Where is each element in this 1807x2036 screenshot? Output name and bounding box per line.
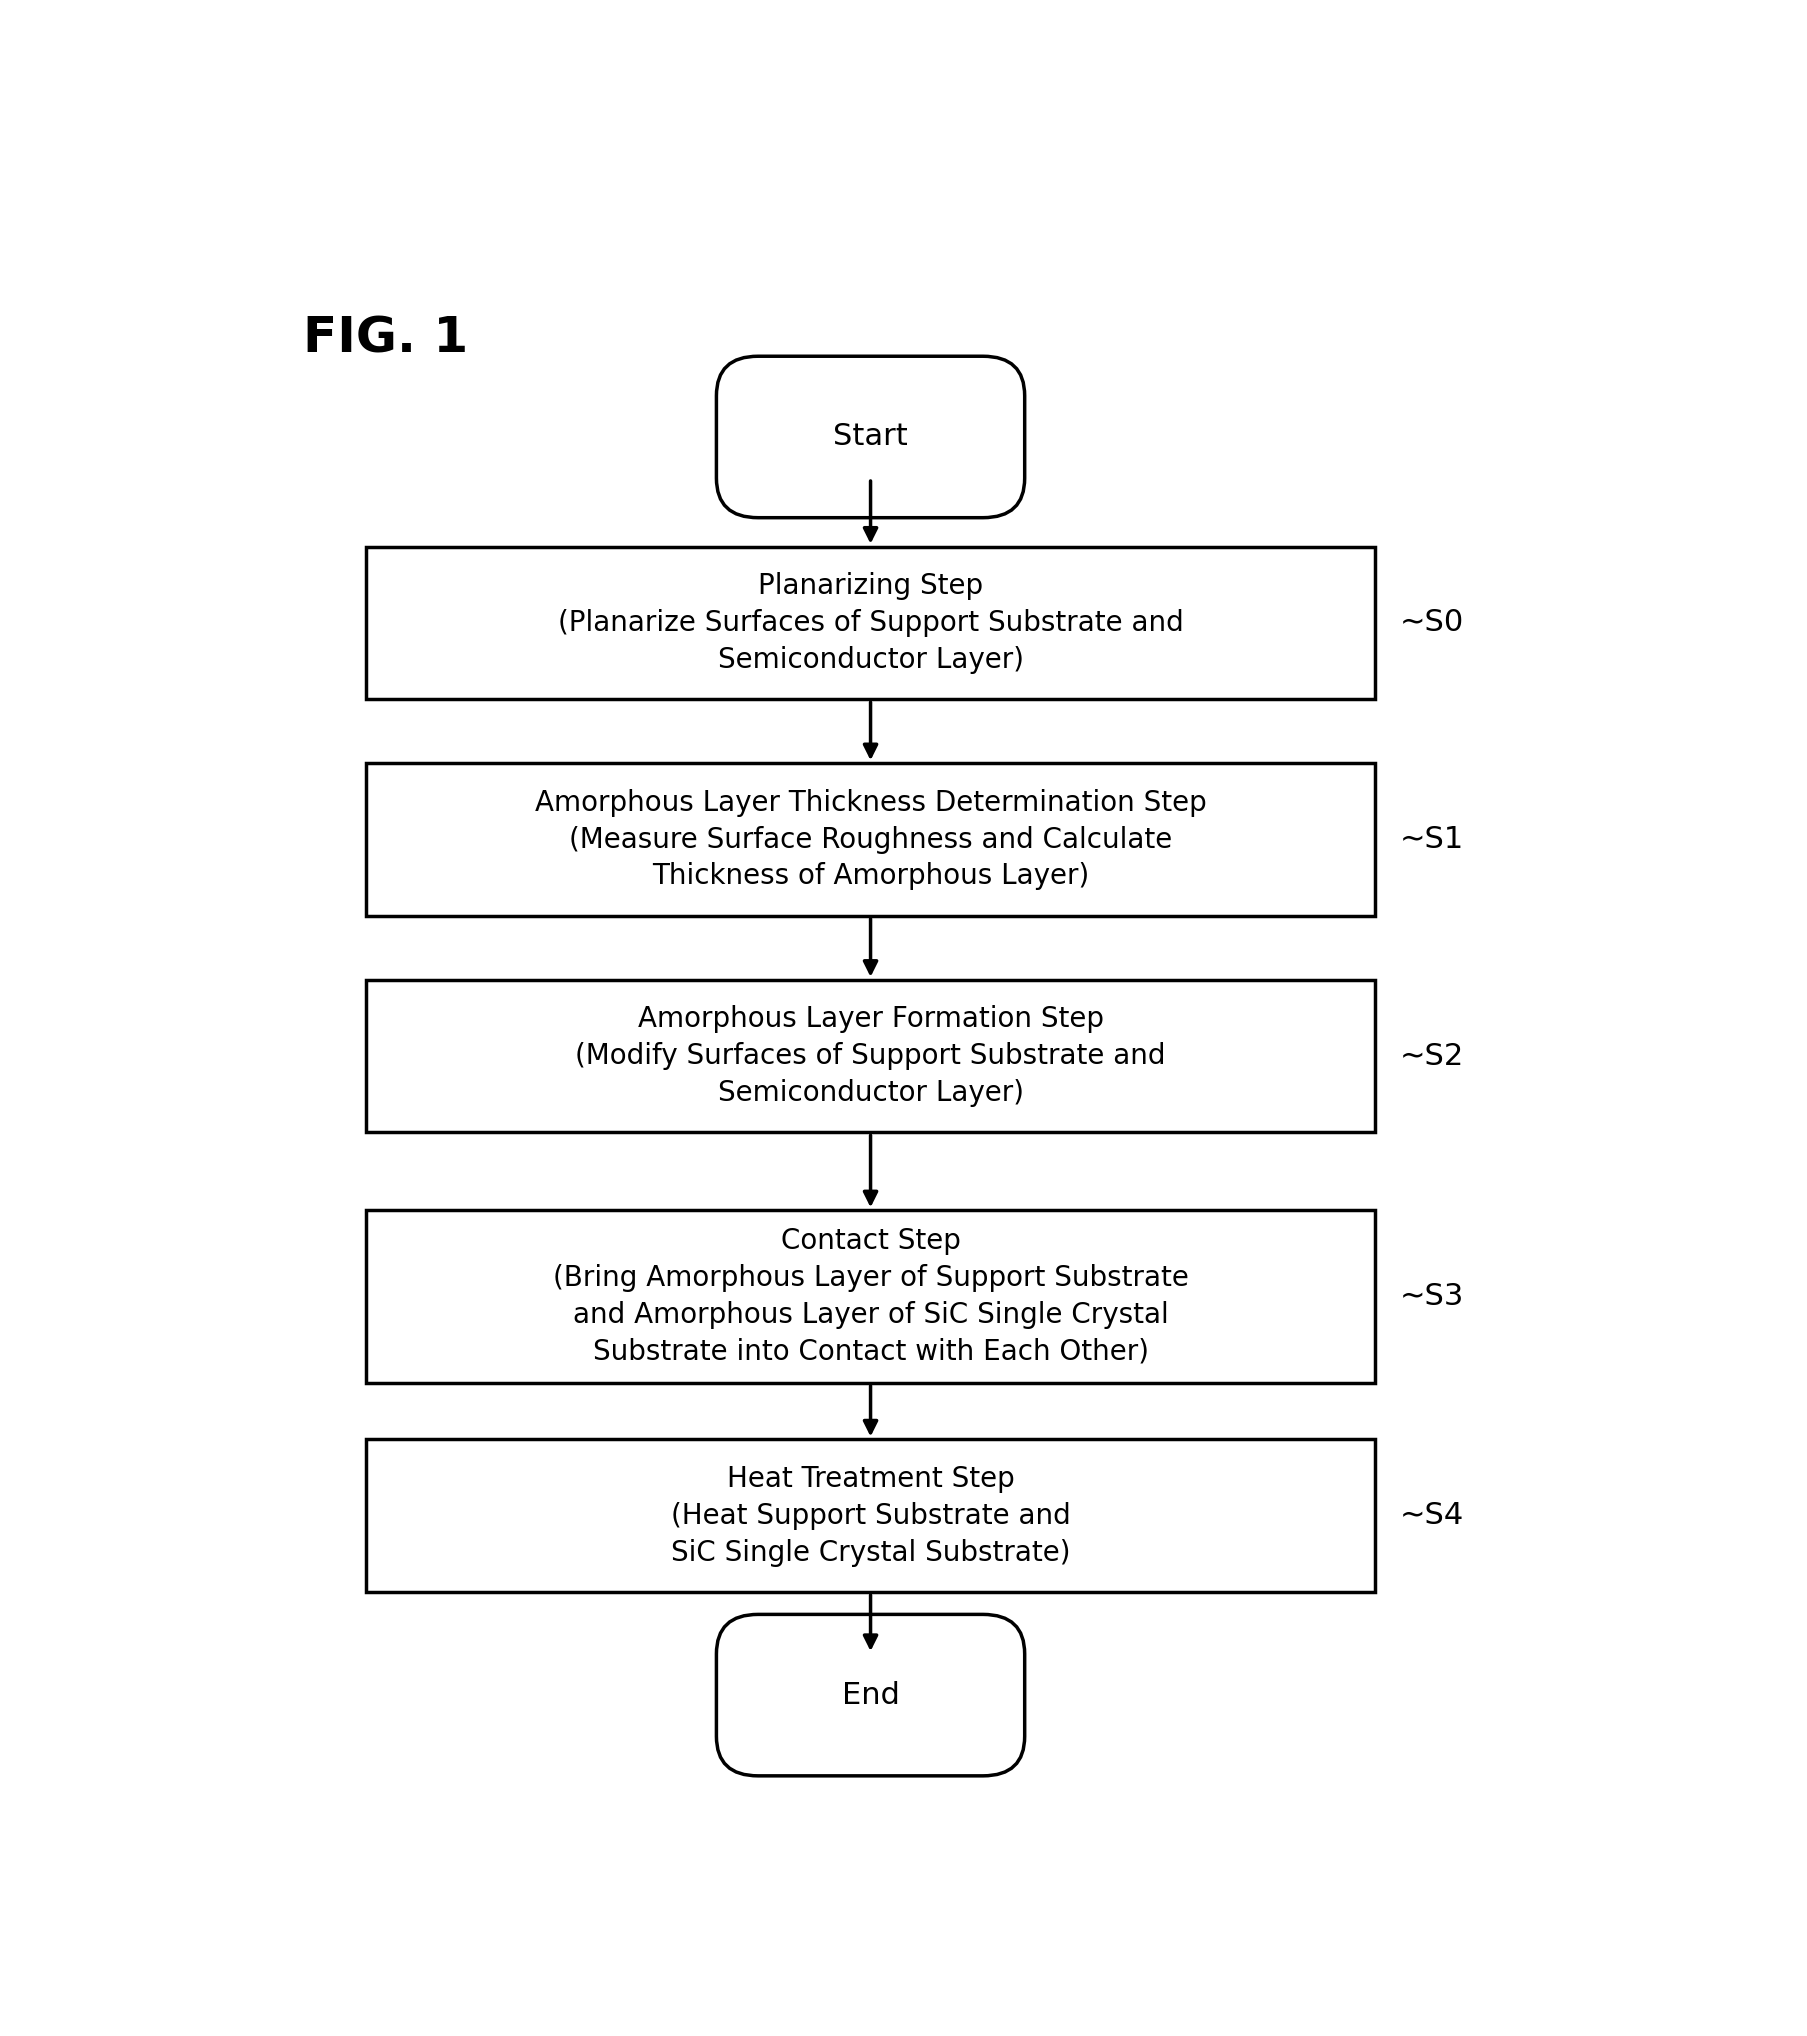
Bar <box>367 764 1375 916</box>
Text: Amorphous Layer Thickness Determination Step
(Measure Surface Roughness and Calc: Amorphous Layer Thickness Determination … <box>535 788 1205 890</box>
FancyBboxPatch shape <box>716 356 1025 517</box>
FancyBboxPatch shape <box>716 1615 1025 1775</box>
Text: ∼S1: ∼S1 <box>1399 825 1464 853</box>
Bar <box>367 1209 1375 1382</box>
Text: Start: Start <box>833 421 907 452</box>
Text: Amorphous Layer Formation Step
(Modify Surfaces of Support Substrate and
Semicon: Amorphous Layer Formation Step (Modify S… <box>575 1006 1166 1108</box>
Text: ∼S4: ∼S4 <box>1399 1501 1464 1531</box>
Bar <box>367 1439 1375 1592</box>
Text: ∼S3: ∼S3 <box>1399 1283 1464 1311</box>
Text: Contact Step
(Bring Amorphous Layer of Support Substrate
and Amorphous Layer of : Contact Step (Bring Amorphous Layer of S… <box>553 1228 1187 1366</box>
Text: ∼S2: ∼S2 <box>1399 1042 1464 1071</box>
Text: End: End <box>840 1680 900 1710</box>
Bar <box>367 546 1375 698</box>
Text: Planarizing Step
(Planarize Surfaces of Support Substrate and
Semiconductor Laye: Planarizing Step (Planarize Surfaces of … <box>557 572 1184 674</box>
Text: FIG. 1: FIG. 1 <box>304 316 468 362</box>
Text: Heat Treatment Step
(Heat Support Substrate and
SiC Single Crystal Substrate): Heat Treatment Step (Heat Support Substr… <box>670 1466 1070 1566</box>
Text: ∼S0: ∼S0 <box>1399 609 1464 637</box>
Bar <box>367 979 1375 1132</box>
